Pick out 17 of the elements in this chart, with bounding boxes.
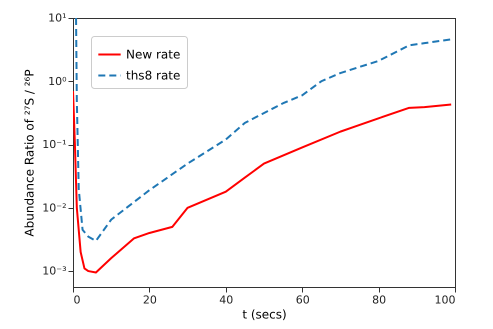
x-tick-label: 100 — [434, 294, 456, 306]
y-tick-label: 10⁰ — [48, 74, 68, 88]
x-tick-label: 80 — [372, 294, 386, 306]
x-tick-label: 40 — [219, 294, 234, 306]
y-tick-label: 10⁻² — [42, 201, 66, 214]
y-axis-title: Abundance Ratio of ²⁷S / ²⁶P — [22, 69, 36, 237]
legend-label: ths8 rate — [126, 68, 180, 82]
y-tick-label: 10¹ — [48, 12, 66, 24]
legend-label: New rate — [126, 48, 180, 62]
x-axis-title: t (secs) — [242, 308, 287, 322]
x-tick-label: 0 — [74, 294, 80, 306]
line-series — [75, 18, 452, 242]
line-series — [73, 90, 452, 274]
y-tick-label: 10⁻³ — [42, 264, 66, 278]
x-tick-label: 20 — [142, 294, 157, 306]
x-tick-label: 60 — [296, 294, 310, 306]
y-tick-label: 10⁻¹ — [42, 138, 66, 152]
